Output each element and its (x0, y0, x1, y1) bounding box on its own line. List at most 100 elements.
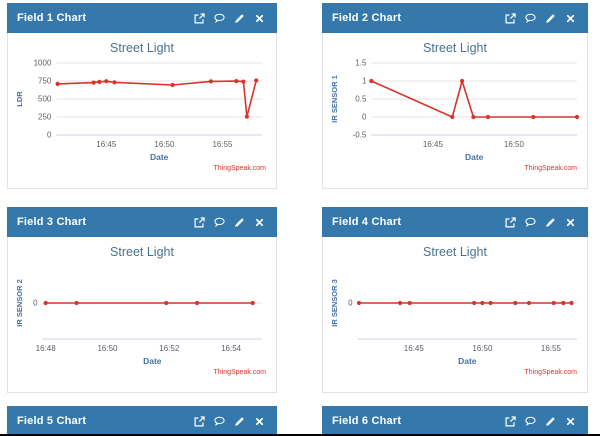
svg-text:16:54: 16:54 (221, 344, 242, 353)
svg-text:Date: Date (150, 152, 169, 162)
chart-title: Street Light (110, 245, 174, 259)
comment-icon[interactable] (525, 13, 536, 24)
svg-text:16:50: 16:50 (97, 344, 118, 353)
panel-header-title: Field 1 Chart (17, 12, 87, 24)
chart-plot-area: 0 16:48 16:50 16:52 16:54 IR SENSOR 2 Date (10, 261, 274, 371)
open-in-new-icon[interactable] (505, 415, 516, 427)
line-chart-svg: 0 250 500 750 1000 16:45 16:50 16:55 LDR Date (15, 59, 262, 162)
panel-header-icons (194, 415, 265, 427)
svg-text:0: 0 (47, 131, 52, 140)
chart-title: Street Light (110, 41, 174, 55)
svg-text:0: 0 (362, 113, 367, 122)
panel-header-title: Field 3 Chart (17, 216, 87, 228)
field-2-chart-panel: Field 2 Chart Street Light -0.5 0 0.5 1 1.5 1… (322, 3, 588, 189)
svg-text:16:50: 16:50 (154, 140, 175, 149)
field-5-chart-panel: Field 5 Chart (7, 406, 277, 434)
panel-header: Field 1 Chart (7, 3, 277, 33)
edit-icon[interactable] (545, 13, 556, 24)
open-in-new-icon[interactable] (194, 12, 205, 24)
close-icon[interactable] (254, 416, 265, 427)
panel-header: Field 4 Chart (322, 207, 588, 237)
panel-header-title: Field 5 Chart (17, 415, 87, 427)
close-icon[interactable] (565, 217, 576, 228)
edit-icon[interactable] (234, 217, 245, 228)
comment-icon[interactable] (525, 217, 536, 228)
svg-text:0: 0 (348, 299, 353, 308)
panel-header-icons (194, 12, 265, 24)
comment-icon[interactable] (525, 416, 536, 427)
line-chart-svg: 0 16:48 16:50 16:52 16:54 IR SENSOR 2 Date (15, 279, 262, 366)
panel-header: Field 6 Chart (322, 406, 588, 434)
panel-header: Field 5 Chart (7, 406, 277, 434)
svg-text:750: 750 (38, 77, 52, 86)
close-icon[interactable] (565, 416, 576, 427)
svg-text:500: 500 (38, 95, 52, 104)
svg-text:LDR: LDR (15, 91, 24, 107)
panel-header-icons (505, 415, 576, 427)
thingspeak-link[interactable]: ThingSpeak.com (524, 165, 577, 172)
svg-text:16:55: 16:55 (212, 140, 233, 149)
edit-icon[interactable] (234, 13, 245, 24)
line-chart-svg: 0 16:45 16:50 16:55 IR SENSOR 3 Date (330, 279, 577, 366)
open-in-new-icon[interactable] (194, 415, 205, 427)
thingspeak-link[interactable]: ThingSpeak.com (524, 369, 577, 376)
field-1-chart-panel: Field 1 Chart Street Light 0 250 500 750 100… (7, 3, 277, 189)
svg-text:16:50: 16:50 (472, 344, 493, 353)
field-6-chart-panel: Field 6 Chart (322, 406, 588, 434)
svg-text:1.5: 1.5 (355, 59, 367, 68)
panel-header-icons (505, 12, 576, 24)
chart-plot-area: 0 250 500 750 1000 16:45 16:50 16:55 LDR Date (10, 57, 274, 167)
panel-header-title: Field 6 Chart (332, 415, 402, 427)
edit-icon[interactable] (545, 217, 556, 228)
svg-text:1000: 1000 (34, 59, 52, 68)
thingspeak-link[interactable]: ThingSpeak.com (213, 369, 266, 376)
thingspeak-link[interactable]: ThingSpeak.com (213, 165, 266, 172)
svg-text:Date: Date (143, 356, 162, 366)
svg-text:0.5: 0.5 (355, 95, 367, 104)
open-in-new-icon[interactable] (505, 12, 516, 24)
svg-text:16:50: 16:50 (504, 140, 525, 149)
close-icon[interactable] (254, 13, 265, 24)
svg-text:16:45: 16:45 (423, 140, 444, 149)
chart-title: Street Light (423, 41, 487, 55)
svg-text:16:55: 16:55 (541, 344, 562, 353)
edit-icon[interactable] (545, 416, 556, 427)
svg-text:16:45: 16:45 (96, 140, 117, 149)
panel-header-title: Field 4 Chart (332, 216, 402, 228)
close-icon[interactable] (565, 13, 576, 24)
svg-text:1: 1 (362, 77, 367, 86)
panel-header: Field 2 Chart (322, 3, 588, 33)
svg-text:250: 250 (38, 113, 52, 122)
svg-text:16:45: 16:45 (404, 344, 425, 353)
open-in-new-icon[interactable] (505, 216, 516, 228)
svg-text:16:52: 16:52 (159, 344, 180, 353)
chart-widget-body: Street Light 0 16:45 16:50 16:55 IR SENSOR 3… (322, 237, 588, 393)
close-icon[interactable] (254, 217, 265, 228)
comment-icon[interactable] (214, 217, 225, 228)
chart-widget-body: Street Light -0.5 0 0.5 1 1.5 16:45 16:50 IR SE… (322, 33, 588, 189)
field-3-chart-panel: Field 3 Chart Street Light 0 16:48 16:50 16… (7, 207, 277, 393)
svg-text:Date: Date (465, 152, 484, 162)
line-chart-svg: -0.5 0 0.5 1 1.5 16:45 16:50 IR SENSOR 1 Date (330, 59, 580, 162)
panel-header-icons (505, 216, 576, 228)
chart-widget-body: Street Light 0 16:48 16:50 16:52 16:54 IR SEN… (7, 237, 277, 393)
chart-plot-area: 0 16:45 16:50 16:55 IR SENSOR 3 Date (325, 261, 585, 371)
edit-icon[interactable] (234, 416, 245, 427)
svg-text:Date: Date (458, 356, 477, 366)
svg-text:IR SENSOR 1: IR SENSOR 1 (330, 75, 339, 123)
chart-title: Street Light (423, 245, 487, 259)
chart-widget-body: Street Light 0 250 500 750 1000 16:45 16:50 16:… (7, 33, 277, 189)
open-in-new-icon[interactable] (194, 216, 205, 228)
comment-icon[interactable] (214, 13, 225, 24)
field-4-chart-panel: Field 4 Chart Street Light 0 16:45 16:50 16… (322, 207, 588, 393)
svg-text:0: 0 (33, 299, 38, 308)
svg-text:IR SENSOR 3: IR SENSOR 3 (330, 279, 339, 327)
panel-header-icons (194, 216, 265, 228)
chart-plot-area: -0.5 0 0.5 1 1.5 16:45 16:50 IR SENSOR 1 Date (325, 57, 585, 167)
panel-header: Field 3 Chart (7, 207, 277, 237)
comment-icon[interactable] (214, 416, 225, 427)
panel-header-title: Field 2 Chart (332, 12, 402, 24)
svg-text:IR SENSOR 2: IR SENSOR 2 (15, 279, 24, 327)
svg-text:16:48: 16:48 (36, 344, 57, 353)
